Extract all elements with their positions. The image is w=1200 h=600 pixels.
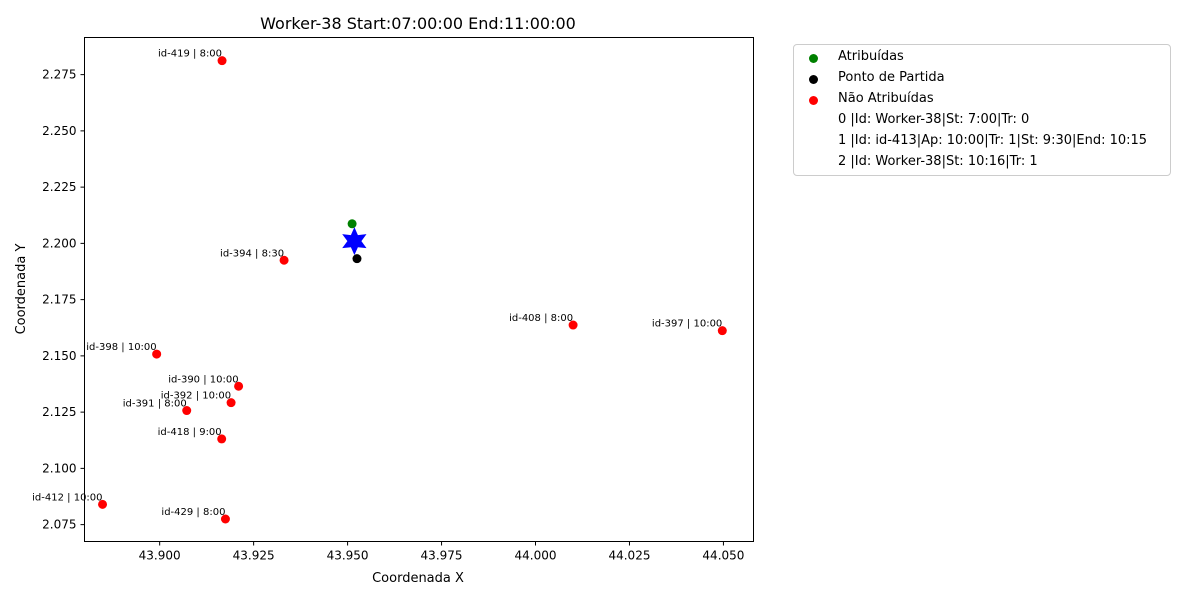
point-label: id-390 | 10:00 (168, 374, 238, 385)
point-label: id-391 | 8:00 (123, 399, 187, 410)
y-tick-label: 2.225 (42, 180, 76, 194)
y-tick-label: 2.100 (42, 461, 76, 475)
y-tick-label: 2.075 (42, 518, 76, 532)
unassigned-point (279, 255, 289, 265)
point-label: id-408 | 8:00 (509, 313, 573, 324)
legend-label: Não Atribuídas (838, 91, 934, 106)
legend-item-assigned: Atribuídas (794, 48, 1170, 68)
x-tick-label: 44.025 (608, 549, 650, 563)
legend-label: Atribuídas (838, 49, 904, 64)
x-axis: 43.900 43.925 43.950 43.975 44.000 44.025 44.0… (139, 541, 744, 563)
point-label: id-392 | 10:00 (161, 391, 231, 402)
point-label: id-429 | 8:00 (161, 507, 225, 518)
point-label: id-419 | 8:00 (158, 49, 222, 60)
y-tick-label: 2.275 (42, 68, 76, 82)
plot-area (84, 37, 754, 542)
legend-item-unassigned: Não Atribuídas (794, 90, 1170, 110)
data-points (98, 56, 727, 524)
x-tick-label: 44.050 (702, 549, 744, 563)
point-label: id-418 | 9:00 (158, 427, 222, 438)
legend-item-route-1: 1 |Id: id-413|Ap: 10:00|Tr: 1|St: 9:30|E… (794, 132, 1170, 152)
point-label: id-398 | 10:00 (86, 342, 156, 353)
legend-label: 1 |Id: id-413|Ap: 10:00|Tr: 1|St: 9:30|E… (838, 133, 1148, 148)
x-tick-label: 43.975 (421, 549, 463, 563)
x-tick-label: 44.000 (515, 549, 557, 563)
y-axis: 2.075 2.100 2.125 2.150 2.175 2.200 2.225 2.250… (42, 68, 85, 532)
x-tick-label: 43.950 (327, 549, 369, 563)
y-tick-label: 2.200 (42, 236, 76, 250)
point-label: id-412 | 10:00 (32, 492, 102, 503)
unassigned-point (217, 56, 227, 66)
unassigned-point (152, 349, 162, 359)
y-tick-label: 2.175 (42, 293, 76, 307)
unassigned-point (220, 514, 230, 524)
legend-marker-assigned (809, 54, 818, 63)
unassigned-point (717, 326, 727, 336)
unassigned-point (182, 406, 192, 416)
legend-item-route-0: 0 |Id: Worker-38|St: 7:00|Tr: 0 (794, 111, 1170, 131)
assigned-point (347, 219, 357, 229)
unassigned-point (226, 398, 236, 408)
legend-label: 2 |Id: Worker-38|St: 10:16|Tr: 1 (838, 154, 1038, 169)
y-tick-label: 2.125 (42, 405, 76, 419)
y-tick-label: 2.150 (42, 349, 76, 363)
legend-item-start: Ponto de Partida (794, 69, 1170, 89)
x-axis-label: Coordenada X (372, 571, 464, 586)
legend-label: Ponto de Partida (838, 70, 945, 85)
legend-item-route-2: 2 |Id: Worker-38|St: 10:16|Tr: 1 (794, 153, 1170, 173)
depot-star-marker (342, 227, 367, 256)
y-axis-label: Coordenada Y (14, 244, 29, 335)
legend: Atribuídas Ponto de Partida Não Atribuíd… (793, 44, 1171, 176)
point-label: id-394 | 8:30 (220, 248, 284, 259)
start-point (352, 254, 362, 264)
legend-marker-start (809, 75, 818, 84)
unassigned-point (217, 434, 227, 444)
y-tick-label: 2.250 (42, 124, 76, 138)
chart-title: Worker-38 Start:07:00:00 End:11:00:00 (260, 14, 576, 33)
legend-marker-unassigned (809, 96, 818, 105)
unassigned-point (98, 499, 108, 509)
unassigned-point (234, 381, 244, 391)
legend-label: 0 |Id: Worker-38|St: 7:00|Tr: 0 (838, 112, 1030, 127)
point-labels: id-419 | 8:00 id-394 | 8:30 id-408 | 8:00 i… (32, 49, 722, 518)
unassigned-point (568, 320, 578, 330)
point-label: id-397 | 10:00 (652, 319, 722, 330)
x-tick-label: 43.900 (139, 549, 181, 563)
x-tick-label: 43.925 (233, 549, 275, 563)
